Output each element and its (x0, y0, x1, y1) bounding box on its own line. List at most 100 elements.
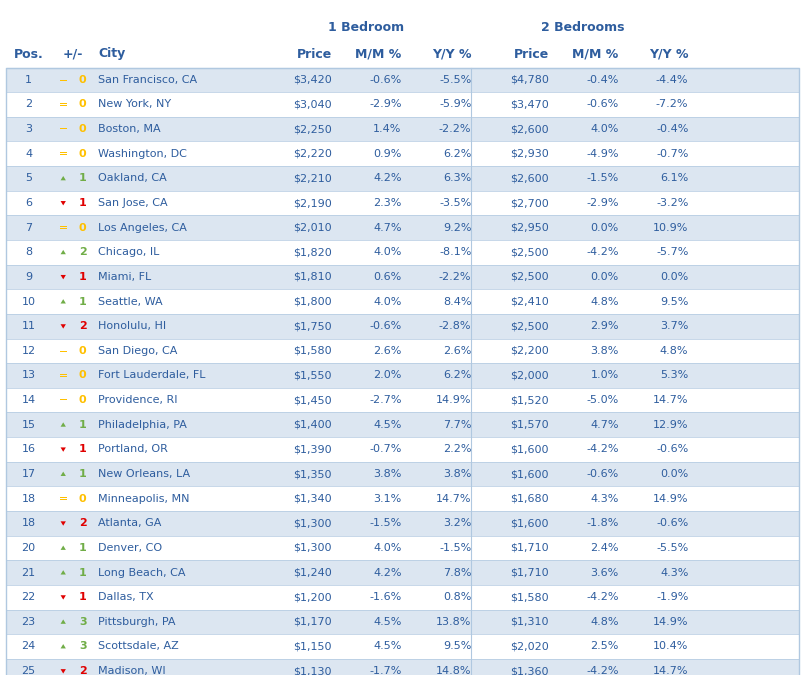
Text: -1.6%: -1.6% (369, 592, 402, 602)
Text: -2.8%: -2.8% (439, 321, 472, 331)
Text: $2,200: $2,200 (510, 346, 549, 356)
Text: $2,010: $2,010 (293, 223, 332, 233)
Bar (60, 228, 67, 229)
Text: 2.9%: 2.9% (590, 321, 619, 331)
Text: 14: 14 (22, 395, 35, 405)
Text: $1,800: $1,800 (293, 296, 332, 306)
Text: -1.8%: -1.8% (586, 518, 619, 529)
Text: 1.4%: 1.4% (374, 124, 402, 134)
Polygon shape (60, 595, 66, 599)
Text: -0.6%: -0.6% (587, 99, 619, 109)
Text: 1: 1 (79, 592, 87, 602)
Text: $1,200: $1,200 (293, 592, 332, 602)
Text: 11: 11 (22, 321, 35, 331)
Polygon shape (60, 448, 66, 452)
Text: $2,190: $2,190 (293, 198, 332, 208)
Text: 2.6%: 2.6% (443, 346, 472, 356)
Bar (6, 412, 799, 437)
Text: $2,500: $2,500 (510, 272, 549, 282)
Text: 4.0%: 4.0% (374, 247, 402, 257)
Text: 3.1%: 3.1% (374, 493, 402, 504)
Text: $2,000: $2,000 (510, 371, 549, 381)
Text: San Francisco, CA: San Francisco, CA (98, 75, 197, 85)
Text: -2.2%: -2.2% (439, 272, 472, 282)
Text: -0.6%: -0.6% (656, 444, 688, 454)
Text: +/-: +/- (63, 47, 83, 61)
Polygon shape (60, 423, 66, 427)
Bar (6, 462, 799, 486)
Text: Washington, DC: Washington, DC (98, 148, 188, 159)
Text: 0.0%: 0.0% (660, 469, 688, 479)
Text: 1: 1 (79, 543, 87, 553)
Text: Denver, CO: Denver, CO (98, 543, 163, 553)
Text: -0.6%: -0.6% (656, 518, 688, 529)
Text: 0.8%: 0.8% (443, 592, 472, 602)
Text: 24: 24 (22, 641, 35, 651)
Text: $2,600: $2,600 (510, 124, 549, 134)
Text: $1,710: $1,710 (510, 543, 549, 553)
Text: 6.2%: 6.2% (443, 148, 472, 159)
Text: New Orleans, LA: New Orleans, LA (98, 469, 191, 479)
Text: -0.6%: -0.6% (587, 469, 619, 479)
Text: $1,300: $1,300 (294, 543, 332, 553)
Text: 10.4%: 10.4% (653, 641, 688, 651)
Text: 2 Bedrooms: 2 Bedrooms (541, 21, 625, 34)
Text: 10: 10 (22, 296, 35, 306)
Text: 15: 15 (22, 420, 35, 430)
Text: $1,300: $1,300 (294, 518, 332, 529)
Text: 4.7%: 4.7% (590, 420, 619, 430)
Polygon shape (60, 299, 66, 304)
Text: Chicago, IL: Chicago, IL (98, 247, 159, 257)
Text: 2: 2 (25, 99, 32, 109)
Text: -0.7%: -0.7% (656, 148, 688, 159)
Text: $1,130: $1,130 (294, 666, 332, 675)
Bar (6, 387, 799, 412)
Text: 6: 6 (25, 198, 32, 208)
Text: -8.1%: -8.1% (439, 247, 472, 257)
Bar (6, 92, 799, 117)
Text: 9.5%: 9.5% (660, 296, 688, 306)
Bar (6, 585, 799, 610)
Bar (6, 166, 799, 191)
Text: Minneapolis, MN: Minneapolis, MN (98, 493, 190, 504)
Bar (60, 128, 67, 129)
Text: 23: 23 (22, 617, 35, 627)
Text: $1,240: $1,240 (293, 568, 332, 578)
Polygon shape (60, 545, 66, 550)
Text: $1,150: $1,150 (294, 641, 332, 651)
Polygon shape (60, 644, 66, 649)
Text: 1: 1 (79, 173, 87, 184)
Bar (6, 240, 799, 265)
Text: 4.5%: 4.5% (374, 420, 402, 430)
Text: 0: 0 (79, 395, 87, 405)
Text: Madison, WI: Madison, WI (98, 666, 166, 675)
Text: Philadelphia, PA: Philadelphia, PA (98, 420, 188, 430)
Text: Providence, RI: Providence, RI (98, 395, 178, 405)
Text: 3.2%: 3.2% (443, 518, 472, 529)
Text: $1,340: $1,340 (293, 493, 332, 504)
Bar (6, 437, 799, 462)
Text: 14.9%: 14.9% (653, 617, 688, 627)
Text: San Jose, CA: San Jose, CA (98, 198, 168, 208)
Text: 2: 2 (79, 321, 87, 331)
Text: -0.4%: -0.4% (586, 75, 619, 85)
Text: -1.5%: -1.5% (439, 543, 472, 553)
Text: Seattle, WA: Seattle, WA (98, 296, 163, 306)
Text: Dallas, TX: Dallas, TX (98, 592, 154, 602)
Text: 5.3%: 5.3% (660, 371, 688, 381)
Text: 8.4%: 8.4% (443, 296, 472, 306)
Text: 0: 0 (79, 223, 87, 233)
Text: 20: 20 (22, 543, 35, 553)
Text: 12: 12 (22, 346, 35, 356)
Text: -1.7%: -1.7% (369, 666, 402, 675)
Text: 3.7%: 3.7% (660, 321, 688, 331)
Text: Pos.: Pos. (14, 47, 43, 61)
Text: Miami, FL: Miami, FL (98, 272, 151, 282)
Text: Long Beach, CA: Long Beach, CA (98, 568, 186, 578)
Bar (6, 68, 799, 92)
Text: 21: 21 (22, 568, 35, 578)
Text: 0: 0 (79, 99, 87, 109)
Text: M/M %: M/M % (355, 47, 402, 61)
Polygon shape (60, 669, 66, 674)
Text: Fort Lauderdale, FL: Fort Lauderdale, FL (98, 371, 206, 381)
